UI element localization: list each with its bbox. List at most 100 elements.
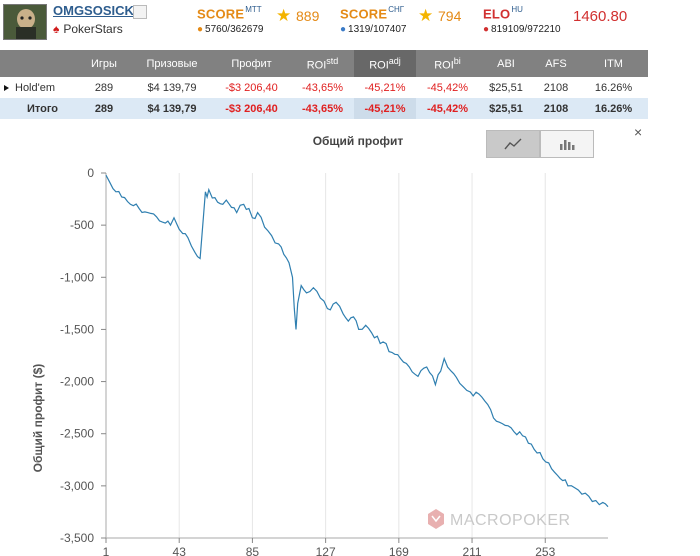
x-tick-label: 85	[246, 545, 260, 556]
cell-prize: $4 139,79	[132, 98, 212, 119]
y-tick-label: -500	[70, 218, 94, 232]
col-header-roi-std[interactable]: ROIstd	[291, 50, 354, 77]
y-axis-label: Общий профит ($)	[31, 364, 45, 473]
player-flag-icon	[133, 5, 147, 19]
score-mtt[interactable]: SCOREMTT ● 5760/362679	[197, 5, 263, 35]
x-tick-label: 43	[173, 545, 187, 556]
cell-itm: 16.26%	[579, 98, 648, 119]
close-chart-button[interactable]: ×	[634, 124, 643, 140]
y-tick-label: -1,500	[60, 322, 94, 336]
x-tick-label: 253	[535, 545, 555, 556]
y-tick-label: -1,000	[60, 270, 94, 284]
y-axis-ticks: 0 -500 -1,000 -1,500 -2,000 -2,500 -3,000 -3,50…	[60, 166, 106, 545]
x-axis-ticks: 1 43 85 127 169 211 253	[103, 538, 556, 556]
chart-title: Общий профит	[312, 134, 404, 148]
col-header-abi[interactable]: ABI	[479, 50, 533, 77]
profit-series-line	[105, 174, 609, 508]
line-chart-icon	[504, 138, 522, 150]
cell-abi: $25,51	[479, 98, 533, 119]
elo-value: 1460.80	[573, 8, 628, 25]
cell-afs: 2108	[533, 77, 579, 98]
elo-label: ELO	[483, 6, 511, 22]
score-sng-rank: 1319/107407	[348, 24, 407, 36]
roi-std-label: ROI	[306, 59, 327, 72]
elo-hu[interactable]: ELOHU ● 819109/972210	[483, 5, 561, 35]
roi-std-sup: std	[326, 55, 339, 66]
trophy-icon: ●	[197, 24, 204, 36]
col-header-name	[0, 50, 76, 77]
cell-profit: -$3 206,40	[212, 77, 291, 98]
col-header-games[interactable]: Игры	[76, 50, 132, 77]
score-sng-label: SCORE	[340, 6, 388, 22]
x-tick-label: 211	[462, 545, 481, 556]
watermark-text: MACROPOKER	[450, 512, 571, 529]
col-header-profit[interactable]: Профит	[212, 50, 291, 77]
score-sng-value: 794	[438, 8, 462, 24]
cell-roi-std: -43,65%	[291, 98, 354, 119]
cell-roi-adj: -45,21%	[354, 77, 416, 98]
chart-axes	[105, 173, 608, 539]
cell-profit: -$3 206,40	[212, 98, 291, 119]
star-icon: ★	[276, 6, 292, 25]
cell-games: 289	[76, 77, 132, 98]
col-header-itm[interactable]: ITM	[579, 50, 648, 77]
y-tick-label: -2,000	[60, 375, 94, 389]
watermark: MACROPOKER	[428, 509, 571, 529]
bar-chart-icon	[560, 140, 575, 150]
col-header-roi-adj[interactable]: ROIadj	[354, 50, 416, 77]
cell-roi-bi: -45,42%	[416, 77, 479, 98]
cell-prize: $4 139,79	[132, 77, 212, 98]
table-header-row: Игры Призовые Профит ROIstd ROIadj ROIbi…	[0, 50, 648, 77]
pokerstars-icon: ♠	[53, 22, 60, 36]
cell-games: 289	[76, 98, 132, 119]
macropoker-logo-icon	[428, 509, 444, 529]
row-name-label: Hold'em	[15, 81, 56, 94]
table-row-total: Итого 289 $4 139,79 -$3 206,40 -43,65% -…	[0, 98, 648, 119]
score-mtt-label: SCORE	[197, 6, 245, 22]
stats-table: Игры Призовые Профит ROIstd ROIadj ROIbi…	[0, 50, 648, 119]
avatar[interactable]	[3, 4, 47, 40]
chart-grid	[105, 173, 546, 538]
cell-roi-adj: -45,21%	[354, 98, 416, 119]
y-tick-label: -3,500	[60, 531, 94, 545]
score-sng[interactable]: SCOREСНГ ● 1319/107407	[340, 5, 406, 35]
score-mtt-sup: MTT	[245, 5, 262, 14]
roi-adj-label: ROI	[369, 59, 389, 72]
y-tick-label: 0	[87, 166, 94, 180]
col-header-prize[interactable]: Призовые	[132, 50, 212, 77]
trophy-icon: ●	[340, 24, 347, 36]
score-mtt-rank: 5760/362679	[205, 24, 264, 36]
x-tick-label: 169	[389, 545, 409, 556]
row-name[interactable]: Hold'em	[0, 77, 76, 98]
row-total-name: Итого	[0, 98, 76, 119]
score-sng-sup: СНГ	[388, 5, 405, 14]
line-chart-toggle-button[interactable]	[486, 130, 540, 158]
x-tick-label: 127	[316, 545, 336, 556]
roi-adj-sup: adj	[388, 55, 401, 66]
player-username-link[interactable]: OMGSOSICK	[53, 3, 134, 18]
heart-icon: ●	[483, 24, 490, 36]
expand-arrow-icon[interactable]	[4, 84, 9, 91]
col-header-roi-bi[interactable]: ROIbi	[416, 50, 479, 77]
y-tick-label: -3,000	[60, 479, 94, 493]
elo-rank: 819109/972210	[491, 24, 561, 36]
roi-bi-sup: bi	[453, 55, 461, 66]
roi-bi-label: ROI	[434, 59, 454, 72]
cell-afs: 2108	[533, 98, 579, 119]
cell-abi: $25,51	[479, 77, 533, 98]
elo-sup: HU	[511, 5, 523, 14]
poker-room-label: PokerStars	[63, 22, 123, 36]
score-mtt-value: 889	[296, 8, 320, 24]
player-header: OMGSOSICK ♠ PokerStars SCOREMTT ● 5760/362…	[0, 0, 700, 44]
x-tick-label: 1	[103, 545, 110, 556]
table-row[interactable]: Hold'em 289 $4 139,79 -$3 206,40 -43,65%…	[0, 77, 648, 98]
y-tick-label: -2,500	[60, 427, 94, 441]
bar-chart-toggle-button[interactable]	[540, 130, 594, 158]
poker-room: ♠ PokerStars	[53, 22, 123, 36]
cell-roi-std: -43,65%	[291, 77, 354, 98]
cell-itm: 16.26%	[579, 77, 648, 98]
star-icon: ★	[418, 6, 434, 25]
col-header-afs[interactable]: AFS	[533, 50, 579, 77]
cell-roi-bi: -45,42%	[416, 98, 479, 119]
profit-chart: 0 -500 -1,000 -1,500 -2,000 -2,500 -3,000 -3,50…	[31, 166, 609, 556]
